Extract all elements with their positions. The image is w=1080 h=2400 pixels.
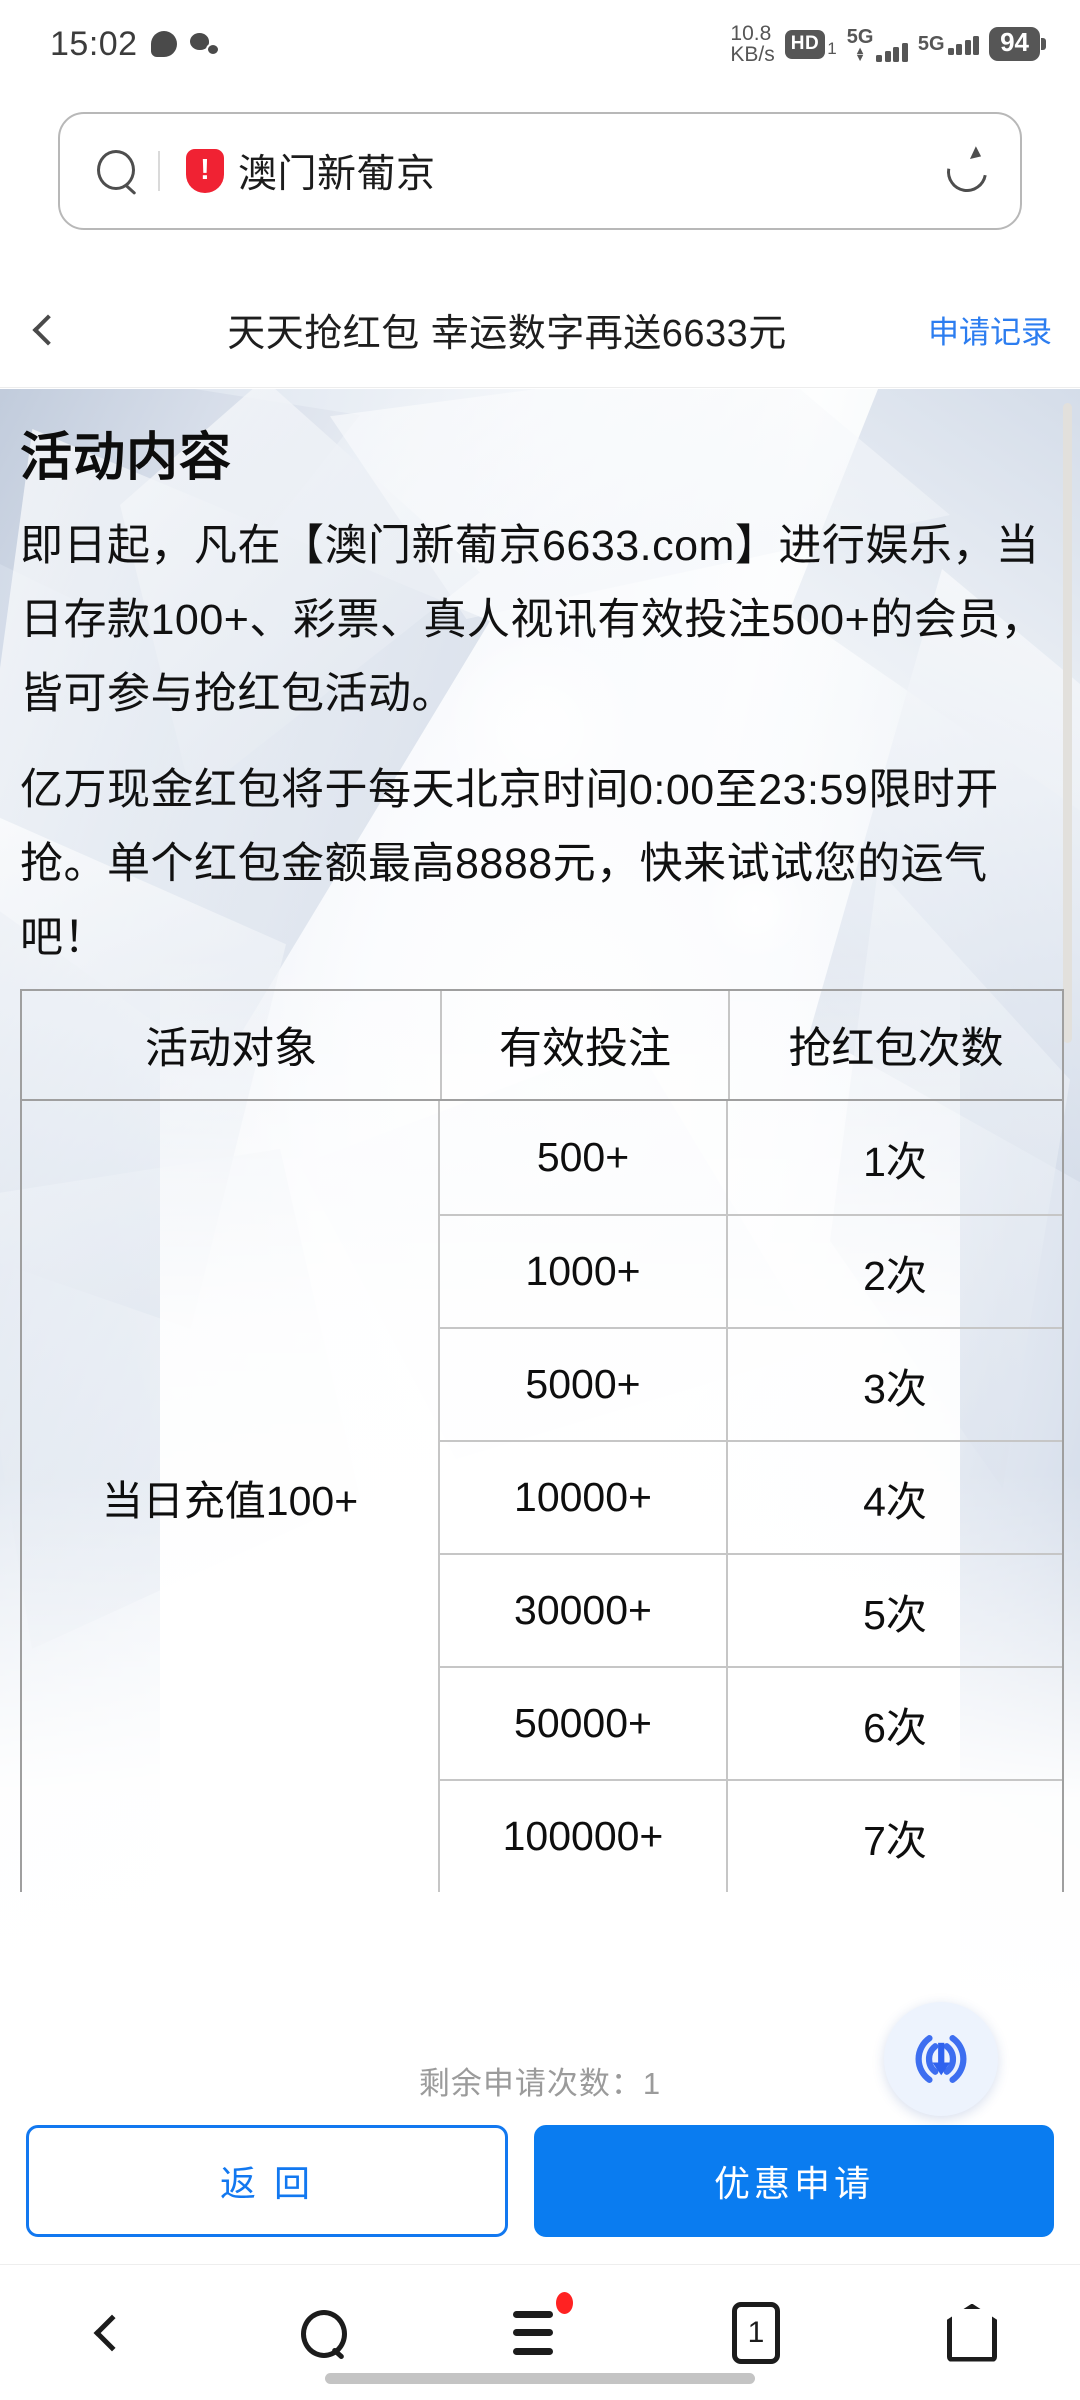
nav-menu-button[interactable] [432,2265,648,2400]
chevron-left-icon [32,313,64,346]
table-cell-times: 7次 [726,1781,1062,1893]
remaining-applications-text: 剩余申请次数：1 [418,2066,662,2101]
hd-voice-icon: HD 1 [784,29,837,59]
table-row: 1000+ 2次 [440,1214,1062,1328]
tab-count-icon: 1 [732,2301,780,2364]
table-body-rows: 500+ 1次 1000+ 2次 5000+ 3次 10000+ 4次 [440,1101,1062,1893]
table-cell-bet: 10000+ [514,1474,652,1521]
table-header-bet: 有效投注 [440,991,728,1100]
table-cell-times: 6次 [726,1668,1062,1780]
table-cell-times: 3次 [726,1329,1062,1441]
data-transfer-arrows-icon: ▲ ▼ [854,44,866,64]
table-body: 当日充值100+ 500+ 1次 1000+ 2次 5000+ 3次 [22,1101,1062,1893]
system-navigation-bar: 1 [0,2264,1080,2400]
table-cell-times: 4次 [726,1442,1062,1554]
browser-search-bar-container: ! 澳门新葡京 [0,96,1080,246]
message-bubble-icon [150,31,177,57]
table-header-target: 活动对象 [145,1025,317,1074]
search-icon[interactable] [96,150,138,192]
chevron-left-icon [93,2314,131,2351]
signal-type-label-1: 5G [846,25,874,48]
signal-indicator-sim2: 5G [917,33,980,55]
hd-sim-number: 1 [827,38,837,58]
nav-search-button[interactable] [216,2265,432,2400]
status-bar: 15:02 10.8 KB/s HD 1 5G ▲ ▼ 5G 94 [0,0,1080,88]
page-title: 天天抢红包 幸运数字再送6633元 [227,313,787,355]
refresh-icon[interactable] [944,149,988,193]
address-bar-text[interactable]: 澳门新葡京 [238,153,436,196]
network-speed-value: 10.8 [730,21,772,45]
signal-type-label-2: 5G [917,33,945,55]
table-cell-bet: 500+ [536,1134,630,1181]
section-title: 活动内容 [20,429,233,487]
table-cell-bet: 30000+ [514,1587,652,1634]
page-header: 天天抢红包 幸运数字再送6633元 申请记录 [0,272,1080,388]
signal-bars-icon-2 [947,33,980,55]
status-time: 15:02 [50,24,138,63]
promo-content-area[interactable]: 活动内容 即日起，凡在【澳门新葡京6633.com】进行娱乐，当日存款100+、… [0,389,1080,2032]
signal-bars-icon-1 [876,40,908,62]
table-cell-bet: 50000+ [514,1700,652,1747]
search-divider [158,151,160,191]
table-row: 30000+ 5次 [440,1553,1062,1667]
battery-icon: 94 [989,27,1046,61]
battery-percent: 94 [989,27,1040,61]
hd-label: HD [784,29,826,59]
table-row: 5000+ 3次 [440,1327,1062,1441]
browser-address-bar[interactable]: ! 澳门新葡京 [58,112,1022,230]
download-arcs-icon [915,2035,967,2083]
table-row: 100000+ 7次 [440,1779,1062,1893]
network-speed-unit: KB/s [730,43,775,66]
table-header-times: 抢红包次数 [728,991,1062,1100]
action-buttons-row: 返 回 优惠申请 [0,2103,1080,2237]
table-cell-bet: 5000+ [525,1361,641,1408]
page-scrollbar[interactable] [1063,403,1072,1043]
search-icon [301,2309,347,2358]
warning-shield-icon: ! [186,149,224,193]
wechat-icon [189,33,220,56]
home-icon [947,2303,997,2362]
notification-dot-badge [556,2291,573,2314]
hamburger-menu-icon [513,2291,573,2355]
table-row: 500+ 1次 [440,1101,1062,1215]
table-cell-times: 1次 [726,1101,1062,1215]
application-records-link[interactable]: 申请记录 [928,315,1052,350]
table-header-row: 活动对象 有效投注 抢红包次数 [22,991,1062,1102]
table-cell-target-merged: 当日充值100+ [22,1101,440,1893]
back-button[interactable] [0,272,96,387]
warning-glyph: ! [200,153,210,186]
table-cell-times: 2次 [726,1216,1062,1328]
download-transfer-fab[interactable] [884,2002,998,2116]
nav-home-button[interactable] [864,2265,1080,2400]
battery-tip [1041,37,1046,50]
table-row: 10000+ 4次 [440,1440,1062,1554]
crystal-background-image [0,389,1080,2032]
table-cell-bet: 100000+ [502,1813,664,1860]
apply-promo-button[interactable]: 优惠申请 [534,2125,1054,2237]
gesture-home-indicator[interactable] [325,2373,755,2384]
table-row: 50000+ 6次 [440,1666,1062,1780]
back-button-secondary[interactable]: 返 回 [26,2125,508,2237]
status-bar-right: 10.8 KB/s HD 1 5G ▲ ▼ 5G 94 [730,21,1046,66]
network-speed-indicator: 10.8 KB/s [730,21,775,66]
promo-paragraph-1: 即日起，凡在【澳门新葡京6633.com】进行娱乐，当日存款100+、彩票、真人… [20,522,1045,719]
nav-tabs-button[interactable]: 1 [648,2265,864,2400]
table-cell-bet: 1000+ [525,1248,641,1295]
signal-indicator-sim1: 5G ▲ ▼ [846,25,908,64]
table-cell-times: 5次 [726,1555,1062,1667]
promo-table: 活动对象 有效投注 抢红包次数 当日充值100+ 500+ 1次 1000+ 2… [20,989,1064,1893]
status-bar-left: 15:02 [50,25,220,64]
nav-back-button[interactable] [0,2265,216,2400]
promo-paragraph-2: 亿万现金红包将于每天北京时间0:00至23:59限时开抢。单个红包金额最高888… [20,766,999,963]
